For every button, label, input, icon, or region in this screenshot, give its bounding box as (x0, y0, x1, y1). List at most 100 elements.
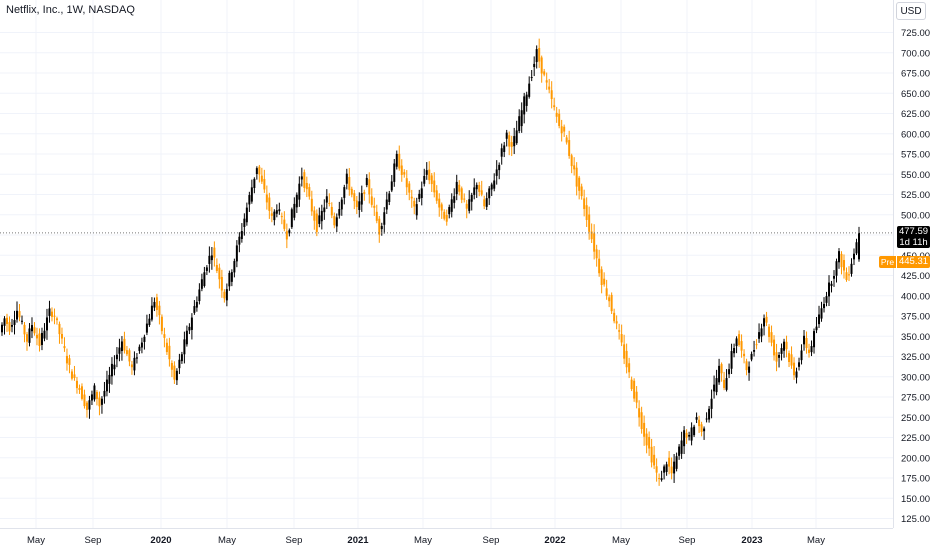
price-tick-label: 675.00 (901, 69, 930, 80)
candle-body (118, 347, 121, 354)
candle-body (173, 365, 176, 380)
candle-body (373, 205, 376, 208)
candle-body (508, 135, 511, 147)
candle-body (755, 344, 758, 346)
candle-body (613, 312, 616, 322)
candle-body (630, 379, 633, 390)
candle-body (315, 213, 318, 232)
candle-body (160, 316, 163, 332)
candle-body (60, 333, 63, 339)
price-tick-label: 350.00 (901, 332, 930, 343)
candle-body (783, 341, 786, 351)
candle-body (270, 213, 273, 216)
candle-body (470, 194, 473, 202)
candle-body (438, 198, 441, 208)
candle-body (58, 323, 61, 335)
candle-body (788, 353, 791, 363)
candle-body (643, 422, 646, 437)
candle-body (268, 197, 271, 211)
candle-body (140, 342, 143, 348)
candle-body (498, 164, 501, 171)
candle-body (235, 245, 238, 262)
candle-body (418, 193, 421, 200)
candle-body (408, 183, 411, 193)
candle-body (563, 126, 566, 132)
price-tick-label: 300.00 (901, 372, 930, 383)
candle-body (320, 210, 323, 222)
candle-body (780, 348, 783, 354)
candle-body (858, 232, 860, 260)
candle-body (73, 374, 76, 378)
candle-body (793, 362, 796, 376)
candle-body (680, 440, 683, 454)
candle-body (178, 359, 181, 369)
candle-body (395, 153, 398, 167)
price-tick-label: 125.00 (901, 514, 930, 525)
candle-body (805, 337, 808, 349)
candle-body (75, 380, 78, 389)
candle-body (723, 379, 726, 389)
candle-body (725, 378, 728, 390)
candle-body (98, 397, 101, 407)
grid-lines (0, 0, 893, 528)
price-tick-label: 625.00 (901, 109, 930, 120)
candle-body (505, 132, 508, 139)
candle-body (223, 291, 226, 299)
candle-body (85, 402, 88, 410)
candle-body (245, 207, 248, 223)
candle-body (190, 317, 193, 330)
candle-body (260, 175, 263, 182)
time-tick-label: 2021 (347, 535, 369, 546)
candle-body (350, 188, 353, 195)
candle-body (153, 301, 156, 308)
candle-body (35, 334, 38, 339)
candle-body (303, 172, 306, 188)
candle-body (558, 113, 561, 126)
candle-body (573, 165, 576, 170)
candle-body (645, 433, 648, 446)
candle-body (848, 274, 851, 276)
candle-body (415, 204, 418, 216)
time-tick-label: Sep (286, 535, 303, 546)
candle-body (478, 185, 481, 192)
candle-body (30, 325, 33, 332)
candle-body (628, 363, 631, 373)
candle-body (70, 371, 73, 379)
candle-body (730, 351, 733, 369)
candle-body (180, 354, 183, 362)
price-tick-label: 375.00 (901, 312, 930, 323)
symbol-title[interactable]: Netflix, Inc., 1W, NASDAQ (6, 4, 138, 16)
candle-body (608, 297, 611, 302)
price-tick-label: 725.00 (901, 28, 930, 39)
candle-body (8, 322, 11, 332)
candle-body (648, 437, 651, 449)
candle-body (188, 326, 191, 331)
candle-body (595, 249, 598, 259)
candle-body (233, 261, 236, 273)
candle-body (3, 318, 6, 326)
candle-body (743, 353, 746, 357)
time-axis[interactable]: May Sep 2020 May Sep 2021 May Sep 2022 May Sep 2023… (0, 528, 893, 547)
candle-body (83, 394, 86, 407)
candle-body (503, 145, 506, 152)
candle-body (660, 478, 663, 480)
candle-body (583, 198, 586, 209)
candle-body (473, 187, 476, 195)
currency-button[interactable]: USD (896, 2, 926, 20)
candle-body (658, 477, 661, 480)
candle-body (280, 216, 283, 218)
price-tick-label: 225.00 (901, 433, 930, 444)
candle-body (28, 328, 31, 343)
candle-body (338, 209, 341, 216)
candle-body (105, 379, 108, 392)
candle-body (528, 83, 531, 97)
candle-body (818, 314, 821, 325)
candle-body (738, 334, 741, 345)
candle-body (683, 430, 686, 447)
candle-body (335, 217, 338, 227)
time-tick-label: May (414, 535, 432, 546)
candle-body (768, 326, 771, 337)
candle-body (143, 336, 146, 342)
candle-body (253, 178, 256, 188)
